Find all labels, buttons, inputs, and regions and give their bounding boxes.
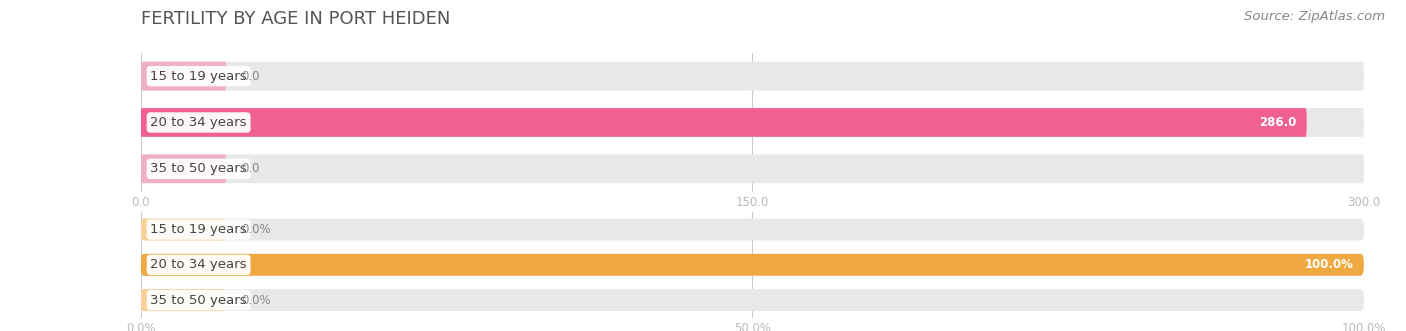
FancyBboxPatch shape xyxy=(141,218,226,240)
FancyBboxPatch shape xyxy=(141,254,1364,276)
FancyBboxPatch shape xyxy=(141,155,1364,183)
FancyBboxPatch shape xyxy=(141,289,1364,311)
FancyBboxPatch shape xyxy=(141,254,1364,276)
FancyBboxPatch shape xyxy=(141,108,1306,137)
Text: 100.0%: 100.0% xyxy=(1305,258,1354,271)
Text: 15 to 19 years: 15 to 19 years xyxy=(150,223,247,236)
Text: 15 to 19 years: 15 to 19 years xyxy=(150,70,247,83)
FancyBboxPatch shape xyxy=(141,108,1364,137)
Text: 20 to 34 years: 20 to 34 years xyxy=(150,116,247,129)
FancyBboxPatch shape xyxy=(141,62,226,90)
Text: 35 to 50 years: 35 to 50 years xyxy=(150,162,247,175)
Text: 0.0%: 0.0% xyxy=(240,294,270,307)
Text: 35 to 50 years: 35 to 50 years xyxy=(150,294,247,307)
Text: 286.0: 286.0 xyxy=(1260,116,1296,129)
Text: 0.0: 0.0 xyxy=(240,70,259,83)
Text: FERTILITY BY AGE IN PORT HEIDEN: FERTILITY BY AGE IN PORT HEIDEN xyxy=(141,10,450,28)
FancyBboxPatch shape xyxy=(141,218,1364,240)
Text: 20 to 34 years: 20 to 34 years xyxy=(150,258,247,271)
Text: 0.0: 0.0 xyxy=(240,162,259,175)
Text: Source: ZipAtlas.com: Source: ZipAtlas.com xyxy=(1244,10,1385,23)
FancyBboxPatch shape xyxy=(141,155,226,183)
FancyBboxPatch shape xyxy=(141,62,1364,90)
FancyBboxPatch shape xyxy=(141,289,226,311)
Text: 0.0%: 0.0% xyxy=(240,223,270,236)
